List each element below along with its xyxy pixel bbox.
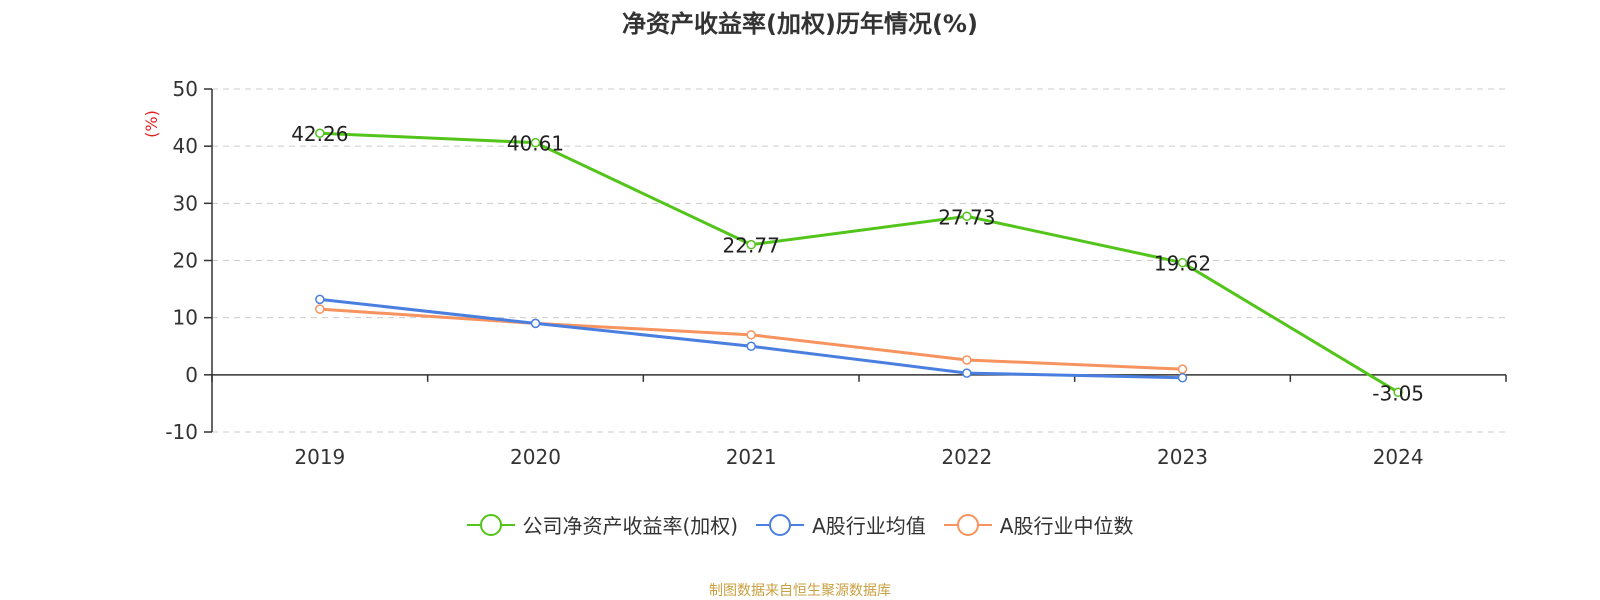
data-point [530, 137, 541, 148]
data-point [962, 211, 972, 222]
series-line [319, 131, 1399, 394]
legend-swatch [466, 513, 515, 536]
grid-lines [212, 88, 1506, 433]
y-tick-label: 50 [173, 77, 198, 101]
data-label: 42.26 [291, 122, 348, 146]
legend-item[interactable]: A股行业均值 [756, 510, 926, 539]
data-point [1177, 257, 1188, 268]
data-point [315, 304, 325, 314]
x-tick-label: 2023 [1157, 445, 1208, 469]
x-tick-label: 2021 [726, 445, 777, 469]
data-point [746, 341, 756, 351]
y-axis-label: (%) [142, 110, 161, 138]
y-tick-label: 30 [173, 191, 198, 215]
source-note: 制图数据来自恒生聚源数据库 [709, 583, 891, 599]
data-point [530, 318, 541, 329]
data-label: 19.62 [1154, 252, 1211, 276]
x-tick-label: 2020 [510, 445, 561, 469]
y-tick-label: -10 [165, 420, 198, 444]
x-tick-label: 2024 [1373, 445, 1424, 469]
x-tick-label: 2019 [294, 445, 345, 469]
legend-swatch [756, 513, 805, 536]
legend: 公司净资产收益率(加权) A股行业均值 A股行业中位数 [0, 510, 1600, 539]
y-tick-label: 0 [185, 363, 198, 387]
data-point [962, 368, 972, 378]
data-point [1177, 372, 1188, 383]
data-point [315, 294, 325, 305]
data-point [746, 330, 756, 340]
data-label: 22.77 [723, 234, 780, 258]
legend-swatch [943, 513, 992, 536]
legend-item[interactable]: 公司净资产收益率(加权) [466, 510, 739, 539]
legend-item[interactable]: A股行业中位数 [943, 510, 1134, 539]
data-label: -3.05 [1372, 381, 1424, 405]
data-labels: 42.26 40.61 22.77 27.73 19.62 -3.05 [291, 122, 1424, 405]
series-lines [315, 128, 1403, 398]
legend-label: 公司净资产收益率(加权) [522, 514, 739, 538]
chart-title: 净资产收益率(加权)历年情况(%) [622, 10, 978, 38]
data-point [1393, 387, 1403, 398]
data-point [1177, 364, 1188, 374]
data-point [962, 355, 972, 365]
y-tick-label: 10 [173, 306, 198, 330]
data-point [315, 128, 325, 138]
y-tick-label: 40 [173, 134, 198, 158]
data-label: 40.61 [507, 132, 564, 156]
axes: -10 0 10 20 30 40 50 2019 2020 2021 2022 2023 2024 [165, 77, 1507, 469]
legend-label: A股行业均值 [812, 514, 926, 538]
y-tick-label: 20 [173, 249, 198, 273]
legend-label: A股行业中位数 [999, 514, 1134, 538]
data-label: 27.73 [938, 205, 995, 229]
x-tick-label: 2022 [941, 445, 992, 469]
data-point [746, 239, 756, 250]
